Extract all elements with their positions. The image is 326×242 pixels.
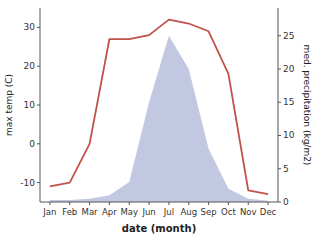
temperature-line (50, 20, 268, 195)
y-tick (37, 27, 40, 28)
x-tick (228, 202, 229, 205)
x-tick (69, 202, 70, 205)
x-tick (188, 202, 189, 205)
y2-tick-label: 15 (283, 97, 294, 107)
x-tick-label: Mar (82, 207, 99, 217)
x-tick-label: Sep (201, 207, 217, 217)
y2-tick (278, 102, 281, 103)
x-tick (129, 202, 130, 205)
x-tick-label: Aug (180, 207, 197, 217)
y-tick-label: 0 (29, 139, 35, 149)
x-tick-label: Oct (221, 207, 236, 217)
x-tick (208, 202, 209, 205)
y2-tick (278, 68, 281, 69)
y2-tick-label: 10 (283, 130, 295, 140)
y-tick-label: 10 (24, 100, 36, 110)
x-tick-label: Jun (141, 207, 155, 217)
y-tick-label: 20 (24, 61, 36, 71)
x-tick-label: Jan (42, 207, 56, 217)
y-axis-label: max temp (C) (4, 74, 14, 136)
y-tick-label: 30 (24, 22, 36, 32)
x-tick (149, 202, 150, 205)
y2-tick-label: 0 (283, 197, 289, 207)
x-axis-line (40, 202, 278, 203)
x-axis-label: date (month) (122, 223, 196, 234)
y-tick (37, 143, 40, 144)
x-tick (248, 202, 249, 205)
x-tick-label: Dec (260, 207, 277, 217)
y2-axis-label: med. precipitation (kg/m2) (302, 45, 312, 166)
x-tick-label: Apr (102, 207, 117, 217)
x-tick-label: Feb (62, 207, 77, 217)
y2-axis-line (278, 8, 279, 202)
x-tick-label: Nov (240, 207, 257, 217)
x-tick-label: Jul (163, 207, 174, 217)
x-tick (109, 202, 110, 205)
y-tick (37, 66, 40, 67)
y2-tick-label: 25 (283, 31, 294, 41)
y2-tick (278, 35, 281, 36)
plot-area (50, 20, 268, 202)
chart: -10 0 10 20 30 0 5 10 15 20 25 Jan Feb MarAprMayJun Ju… (0, 0, 326, 242)
x-tick-label: May (120, 207, 138, 217)
y-tick (37, 105, 40, 106)
y2-tick-label: 20 (283, 64, 295, 74)
y2-tick (278, 168, 281, 169)
y2-tick (278, 135, 281, 136)
x-tick (268, 202, 269, 205)
x-tick (49, 202, 50, 205)
x-tick (89, 202, 90, 205)
y2-tick-label: 5 (283, 164, 289, 174)
x-tick (168, 202, 169, 205)
y-tick (37, 182, 40, 183)
y-tick-label: -10 (20, 178, 35, 188)
y2-tick (278, 202, 281, 203)
